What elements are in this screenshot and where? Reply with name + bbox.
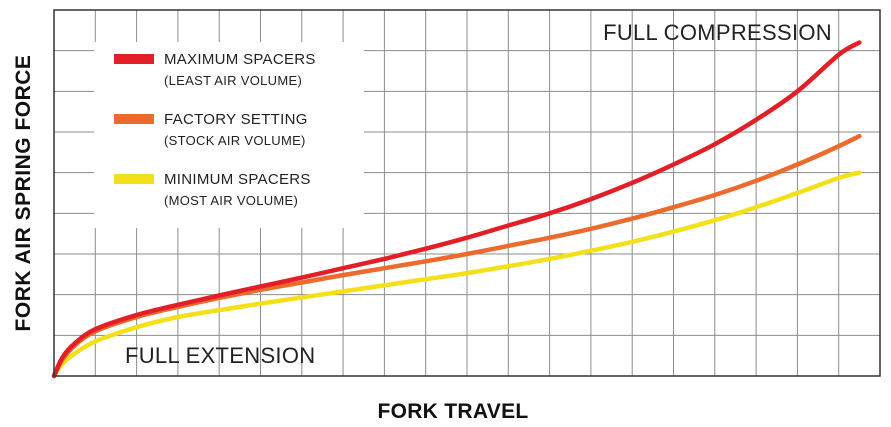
y-axis-label: FORK AIR SPRING FORCE bbox=[12, 55, 35, 332]
series-line-0 bbox=[51, 40, 862, 379]
legend-entry-subtitle: (LEAST AIR VOLUME) bbox=[164, 73, 302, 88]
x-axis-label: FORK TRAVEL bbox=[377, 400, 528, 423]
legend-swatch bbox=[114, 114, 154, 124]
legend-swatch bbox=[114, 174, 154, 184]
annotation-full-extension: FULL EXTENSION bbox=[125, 343, 315, 368]
series-lines bbox=[51, 40, 862, 379]
legend-entry-subtitle: (STOCK AIR VOLUME) bbox=[164, 133, 306, 148]
legend-entry-name: MINIMUM SPACERS bbox=[164, 171, 311, 188]
legend: MAXIMUM SPACERS (LEAST AIR VOLUME) FACTORY… bbox=[94, 42, 364, 228]
plot-frame bbox=[53, 9, 881, 377]
annotation-full-compression: FULL COMPRESSION bbox=[603, 20, 832, 45]
legend-entry-name: FACTORY SETTING bbox=[164, 111, 308, 128]
series-line-2 bbox=[51, 170, 862, 379]
legend-entry-name: MAXIMUM SPACERS bbox=[164, 51, 316, 68]
legend-entry-subtitle: (MOST AIR VOLUME) bbox=[164, 193, 298, 208]
legend-swatch bbox=[114, 54, 154, 64]
legend-background bbox=[94, 42, 364, 228]
